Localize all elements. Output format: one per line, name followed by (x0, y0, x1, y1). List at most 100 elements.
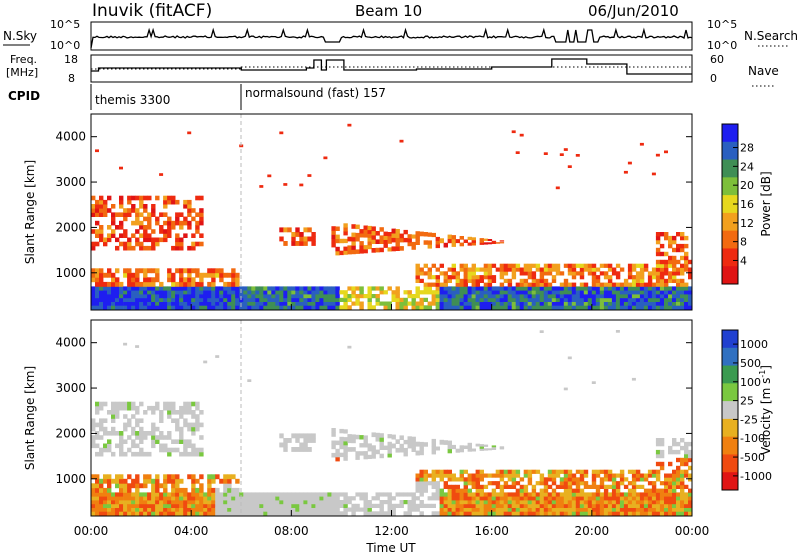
heatmap-cell (155, 305, 160, 310)
heatmap-cell (155, 496, 160, 501)
heatmap-cell (147, 225, 152, 230)
heatmap-cell (363, 496, 368, 501)
heatmap-cell (531, 305, 537, 310)
heatmap-cell (107, 225, 112, 230)
heatmap-cell (355, 294, 360, 299)
heatmap-cell (119, 220, 124, 226)
heatmap-cell (179, 500, 184, 505)
heatmap-cell (195, 414, 200, 419)
heatmap-cell (672, 503, 677, 508)
heatmap-cell (515, 267, 521, 272)
y-tick-label: 1000 (55, 266, 86, 280)
heatmap-cell (187, 272, 192, 278)
heatmap-cell (223, 297, 228, 302)
heatmap-cell (535, 294, 541, 299)
heatmap-cell (527, 275, 533, 280)
heatmap-cell (499, 294, 505, 299)
heatmap-cell (423, 469, 428, 474)
heatmap-cell (119, 439, 124, 444)
heatmap-cell (451, 235, 456, 240)
heatmap-cell (631, 275, 637, 280)
heatmap-cell (595, 473, 601, 478)
heatmap-cell (587, 271, 593, 276)
heatmap-cell (471, 511, 476, 516)
heatmap-cell (195, 294, 200, 299)
heatmap-cell (571, 290, 577, 295)
heatmap-cell (463, 469, 468, 474)
heatmap-cell (91, 487, 96, 493)
heatmap-cell (111, 431, 116, 436)
heatmap-cell (95, 401, 100, 407)
heatmap-cell (631, 500, 637, 505)
heatmap-cell (611, 301, 617, 306)
heatmap-cell (183, 268, 188, 274)
heatmap-cell (135, 496, 140, 501)
heatmap-cell (363, 229, 368, 234)
heatmap-cell (639, 290, 645, 295)
heatmap-cell (511, 469, 517, 474)
heatmap-cell (443, 301, 448, 306)
heatmap-cell (659, 232, 665, 237)
heatmap-cell (143, 216, 148, 222)
heatmap-cell (459, 294, 464, 299)
heatmap-cell (355, 434, 360, 440)
heatmap-cell (211, 297, 216, 302)
heatmap-cell (507, 301, 513, 306)
heatmap-cell (531, 503, 537, 508)
heatmap-cell (227, 301, 232, 306)
heatmap-cell (171, 245, 176, 251)
heatmap-cell (531, 294, 537, 299)
heatmap-cell (668, 255, 673, 261)
heatmap-cell (167, 474, 172, 480)
heatmap-cell (555, 286, 561, 291)
heatmap-cell (423, 488, 428, 493)
heatmap-cell (431, 496, 436, 501)
heatmap-cell (187, 268, 192, 274)
heatmap-cell (243, 297, 248, 302)
heatmap-cell (643, 507, 649, 512)
heatmap-cell (183, 305, 188, 310)
heatmap-cell (151, 290, 156, 295)
heatmap-cell (435, 275, 440, 280)
heatmap-cell (359, 294, 364, 299)
heatmap-cell (119, 431, 124, 436)
heatmap-cell (311, 294, 316, 299)
heatmap-cell (307, 492, 312, 497)
heatmap-cell (459, 267, 464, 272)
heatmap-cell (419, 481, 424, 486)
heatmap-cell (143, 478, 148, 484)
heatmap-cell (519, 286, 525, 291)
colorbar-swatch (722, 159, 738, 178)
heatmap-cell (379, 301, 384, 306)
heatmap-cell (627, 488, 633, 493)
heatmap-cell (151, 496, 156, 501)
heatmap-cell (487, 473, 493, 478)
heatmap-cell (123, 268, 128, 274)
heatmap-cell (135, 229, 140, 234)
heatmap-cell (583, 301, 589, 306)
heatmap-cell (199, 212, 204, 217)
heatmap-cell (219, 301, 224, 306)
heatmap-cell (283, 305, 288, 310)
heatmap-cell (547, 507, 553, 512)
heatmap-cell (515, 290, 521, 295)
heatmap-cell (615, 500, 621, 505)
heatmap-cell (455, 282, 460, 287)
heatmap-cell (435, 484, 440, 489)
heatmap-cell (403, 297, 408, 302)
heatmap-cell (367, 503, 372, 508)
heatmap-cell (651, 297, 657, 302)
heatmap-cell (171, 503, 176, 508)
heatmap-cell (463, 278, 468, 283)
heatmap-cell (131, 290, 136, 295)
heatmap-cell (163, 492, 168, 497)
heatmap-cell (527, 481, 533, 486)
heatmap-cell (519, 133, 524, 137)
heatmap-cell (471, 492, 476, 497)
heatmap-cell (363, 455, 368, 460)
heatmap-cell (135, 435, 140, 440)
heatmap-cell (331, 238, 336, 244)
heatmap-cell (555, 297, 561, 302)
heatmap-cell (115, 496, 120, 501)
heatmap-cell (523, 271, 529, 276)
